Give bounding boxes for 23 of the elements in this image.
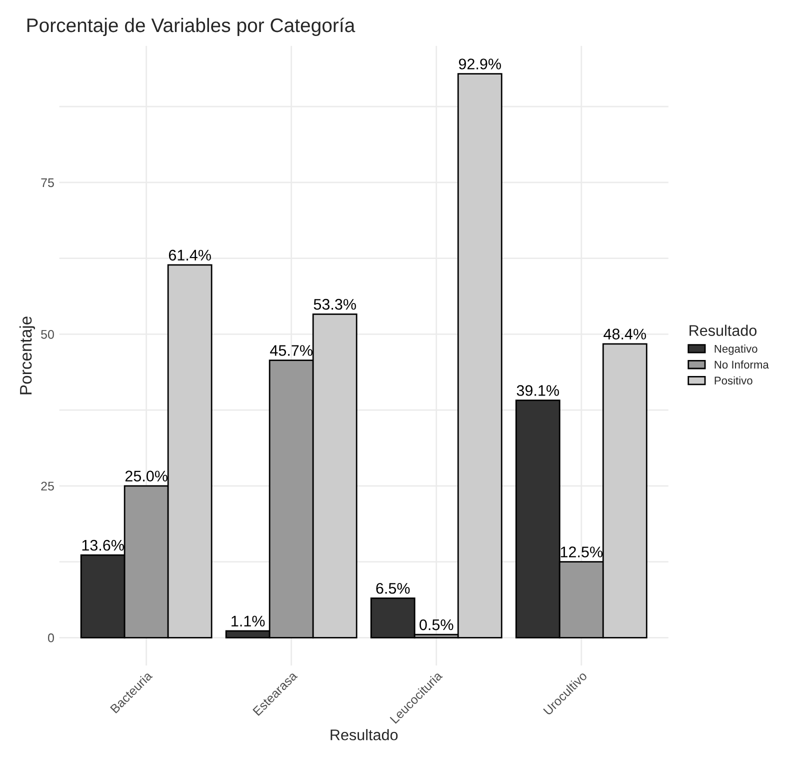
data-label: 48.4% <box>604 328 646 340</box>
legend-title: Resultado <box>690 324 757 336</box>
x-axis-title: Resultado <box>330 729 398 740</box>
data-label: 45.7% <box>270 345 312 356</box>
data-label: 13.6% <box>82 540 124 551</box>
data-label: 39.1% <box>516 385 559 396</box>
y-tick-label: 25 <box>41 482 54 491</box>
y-tick-label: 50 <box>41 330 54 339</box>
data-label: 12.5% <box>560 546 602 558</box>
data-label: 25.0% <box>125 470 168 482</box>
legend-label: Positivo <box>714 376 752 385</box>
data-label: 6.5% <box>376 582 410 594</box>
data-label: 1.1% <box>232 616 265 626</box>
data-label: 53.3% <box>314 298 356 310</box>
y-tick-label: 75 <box>41 178 54 188</box>
y-axis-title: Porcentaje <box>19 316 36 394</box>
data-label: 61.4% <box>168 250 211 261</box>
data-label: 0.5% <box>420 619 454 630</box>
data-label: 92.9% <box>458 58 501 70</box>
legend-label: No Informa <box>714 360 769 369</box>
legend-label: Negativo <box>714 344 758 355</box>
y-tick-label: 0 <box>48 633 54 642</box>
chart-title: Porcentaje de Variables por Categoría <box>27 18 356 36</box>
